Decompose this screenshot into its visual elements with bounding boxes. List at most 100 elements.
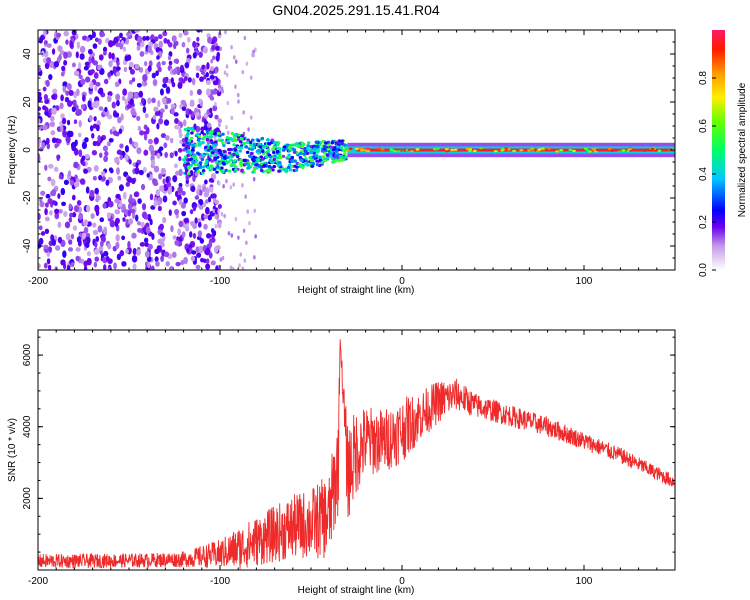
signal-cell bbox=[296, 144, 301, 149]
noise-speckle bbox=[241, 266, 245, 270]
noise-speckle bbox=[85, 37, 91, 42]
noise-speckle bbox=[119, 143, 124, 149]
signal-cell bbox=[183, 127, 188, 132]
noise-speckle bbox=[192, 232, 197, 239]
noise-speckle bbox=[147, 65, 152, 72]
noise-speckle bbox=[156, 55, 160, 60]
noise-speckle bbox=[53, 166, 59, 172]
noise-speckle bbox=[151, 72, 156, 79]
noise-speckle bbox=[121, 95, 126, 101]
noise-speckle bbox=[205, 199, 209, 204]
noise-speckle bbox=[94, 241, 98, 248]
noise-speckle bbox=[192, 52, 197, 59]
noise-speckle bbox=[231, 266, 235, 270]
noise-speckle bbox=[204, 179, 208, 185]
signal-cell bbox=[233, 148, 238, 152]
noise-speckle bbox=[127, 202, 133, 211]
noise-speckle bbox=[98, 54, 104, 61]
signal-cell bbox=[249, 151, 254, 156]
signal-cell bbox=[555, 150, 560, 153]
noise-speckle bbox=[63, 211, 68, 217]
signal-cell bbox=[480, 148, 485, 152]
noise-speckle bbox=[208, 240, 213, 248]
noise-speckle bbox=[83, 65, 89, 71]
signal-cell bbox=[268, 155, 273, 159]
noise-speckle bbox=[89, 69, 95, 74]
noise-speckle bbox=[76, 236, 82, 243]
signal-cell bbox=[236, 145, 241, 150]
signal-cell bbox=[181, 143, 186, 147]
noise-speckle bbox=[94, 37, 99, 43]
noise-speckle bbox=[47, 264, 52, 270]
noise-speckle bbox=[242, 110, 245, 115]
noise-speckle bbox=[81, 155, 86, 162]
signal-cell bbox=[445, 149, 450, 153]
noise-speckle bbox=[56, 32, 62, 38]
noise-speckle bbox=[164, 135, 170, 141]
x-tick-label: 0 bbox=[399, 276, 405, 287]
signal-cell bbox=[198, 161, 203, 165]
signal-cell bbox=[233, 159, 237, 163]
noise-speckle bbox=[164, 151, 168, 159]
noise-speckle bbox=[183, 30, 189, 36]
noise-speckle bbox=[71, 194, 76, 201]
noise-speckle bbox=[245, 240, 248, 245]
noise-speckle bbox=[57, 193, 61, 199]
noise-speckle bbox=[86, 236, 91, 244]
noise-speckle bbox=[51, 137, 57, 144]
noise-speckle bbox=[185, 173, 190, 181]
noise-speckle bbox=[163, 142, 168, 149]
noise-speckle bbox=[179, 121, 183, 128]
noise-speckle bbox=[192, 205, 197, 212]
noise-speckle bbox=[60, 125, 64, 132]
noise-speckle bbox=[217, 84, 222, 90]
noise-speckle bbox=[129, 208, 136, 214]
noise-speckle bbox=[146, 173, 150, 178]
noise-speckle bbox=[220, 211, 224, 217]
signal-cell bbox=[340, 158, 344, 162]
noise-speckle bbox=[205, 258, 210, 264]
noise-speckle bbox=[75, 88, 80, 97]
noise-speckle bbox=[114, 209, 119, 215]
noise-speckle bbox=[209, 66, 215, 72]
noise-speckle bbox=[127, 91, 133, 99]
noise-speckle bbox=[45, 193, 51, 199]
noise-speckle bbox=[38, 154, 41, 162]
noise-speckle bbox=[108, 60, 113, 68]
signal-cell bbox=[331, 148, 336, 152]
noise-speckle bbox=[129, 193, 133, 202]
signal-cell bbox=[193, 156, 198, 160]
noise-speckle bbox=[92, 60, 99, 66]
noise-speckle bbox=[84, 61, 90, 67]
noise-speckle bbox=[210, 59, 213, 64]
noise-speckle bbox=[205, 80, 211, 86]
noise-speckle bbox=[218, 122, 221, 128]
noise-speckle bbox=[57, 221, 62, 228]
noise-speckle bbox=[159, 113, 163, 119]
noise-speckle bbox=[51, 238, 57, 247]
noise-speckle bbox=[217, 118, 223, 124]
noise-speckle bbox=[106, 212, 111, 219]
noise-speckle bbox=[196, 88, 202, 96]
signal-cell bbox=[221, 170, 225, 174]
noise-speckle bbox=[150, 159, 156, 166]
x-tick-label: 0 bbox=[399, 576, 405, 587]
noise-speckle bbox=[249, 115, 253, 120]
noise-speckle bbox=[117, 116, 122, 124]
signal-cell bbox=[292, 148, 297, 152]
noise-speckle bbox=[71, 106, 76, 113]
signal-cell bbox=[262, 163, 267, 167]
noise-speckle bbox=[157, 34, 163, 40]
signal-cell bbox=[344, 146, 349, 150]
noise-speckle bbox=[44, 228, 50, 235]
noise-speckle bbox=[181, 106, 187, 111]
noise-speckle bbox=[156, 200, 161, 206]
noise-speckle bbox=[162, 178, 166, 185]
x-tick-label: 100 bbox=[576, 276, 593, 287]
noise-speckle bbox=[71, 212, 77, 218]
noise-speckle bbox=[198, 199, 204, 206]
signal-cell bbox=[204, 162, 208, 166]
signal-cell bbox=[205, 129, 210, 134]
noise-speckle bbox=[97, 89, 103, 95]
